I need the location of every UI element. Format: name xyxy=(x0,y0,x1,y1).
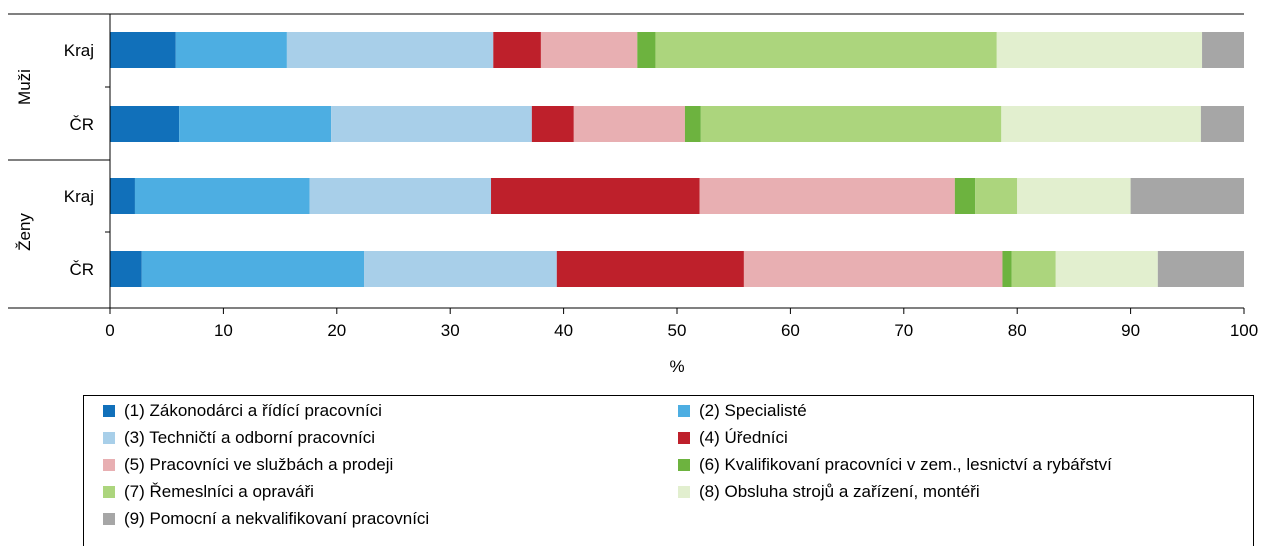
category-label-2: ČR xyxy=(69,115,94,134)
bar-segment-8-row-2 xyxy=(1001,106,1201,142)
legend-label: (3) Techničtí a odborní pracovníci xyxy=(124,428,376,447)
legend-swatch xyxy=(103,486,115,498)
bar-segment-4-row-2 xyxy=(531,106,574,142)
x-tick-label-0: 0 xyxy=(105,321,114,340)
bar-segment-3-row-4 xyxy=(364,251,557,287)
bar-segment-6-row-1 xyxy=(637,32,656,68)
x-tick-label-100: 100 xyxy=(1230,321,1258,340)
bar-segment-9-row-4 xyxy=(1157,251,1244,287)
bar-segment-7-row-3 xyxy=(975,178,1018,214)
group-label-2: Ženy xyxy=(15,213,34,251)
stacked-bar-chart: 0 10 20 30 40 50 60 70 80 90 100% Kraj ČR Kraj ČR Muži Ž… xyxy=(8,13,1258,376)
legend-swatch xyxy=(103,432,115,444)
bar-segment-8-row-3 xyxy=(1017,178,1131,214)
x-tick-label-70: 70 xyxy=(894,321,913,340)
bar-segment-4-row-4 xyxy=(556,251,744,287)
category-label-1: Kraj xyxy=(64,41,94,60)
legend-swatch xyxy=(678,459,690,471)
x-tick-label-40: 40 xyxy=(554,321,573,340)
bar-segment-2-row-4 xyxy=(141,251,365,287)
legend-label: (2) Specialisté xyxy=(699,401,807,420)
bar-segment-2-row-3 xyxy=(134,178,310,214)
bar-segment-3-row-1 xyxy=(286,32,494,68)
bar-segment-6-row-3 xyxy=(954,178,976,214)
bar-segment-9-row-1 xyxy=(1202,32,1244,68)
bar-segment-1-row-1 xyxy=(110,32,176,68)
bar-segment-8-row-1 xyxy=(996,32,1203,68)
bar-segment-1-row-4 xyxy=(110,251,142,287)
legend-swatch xyxy=(103,405,115,417)
legend-label: (8) Obsluha strojů a zařízení, montéři xyxy=(699,482,980,501)
bar-segment-1-row-2 xyxy=(110,106,180,142)
legend-item-9: (9) Pomocní a nekvalifikovaní pracovníci xyxy=(103,508,429,530)
legend-item-1: (1) Zákonodárci a řídící pracovníci xyxy=(103,400,382,422)
legend-label: (9) Pomocní a nekvalifikovaní pracovníci xyxy=(124,509,430,528)
x-tick-label-30: 30 xyxy=(441,321,460,340)
legend-swatch xyxy=(103,513,115,525)
legend-swatch xyxy=(678,405,690,417)
x-tick-label-80: 80 xyxy=(1008,321,1027,340)
bar-segment-3-row-3 xyxy=(309,178,492,214)
bars-layer xyxy=(110,32,1244,287)
legend-item-5: (5) Pracovníci ve službách a prodeji xyxy=(103,454,393,476)
category-label-4: ČR xyxy=(69,260,94,279)
bar-segment-7-row-2 xyxy=(700,106,1002,142)
legend-item-6: (6) Kvalifikovaní pracovníci v zem., les… xyxy=(678,454,1112,476)
legend-swatch xyxy=(678,432,690,444)
axes-layer: 0 10 20 30 40 50 60 70 80 90 100% Kraj ČR Kraj ČR Muži Ž… xyxy=(8,13,1258,376)
x-tick-label-10: 10 xyxy=(214,321,233,340)
legend-swatch xyxy=(103,459,115,471)
legend-item-2: (2) Specialisté xyxy=(678,400,807,422)
category-label-3: Kraj xyxy=(64,187,94,206)
legend-label: (4) Úředníci xyxy=(699,428,788,447)
bar-segment-5-row-1 xyxy=(540,32,638,68)
legend-item-8: (8) Obsluha strojů a zařízení, montéři xyxy=(678,481,980,503)
bar-segment-8-row-4 xyxy=(1055,251,1158,287)
bar-segment-4-row-1 xyxy=(493,32,541,68)
bar-segment-4-row-3 xyxy=(491,178,700,214)
group-label-1: Muži xyxy=(15,69,34,105)
bar-segment-7-row-4 xyxy=(1011,251,1056,287)
bar-segment-2-row-2 xyxy=(179,106,332,142)
x-tick-label-90: 90 xyxy=(1121,321,1140,340)
x-axis-label: % xyxy=(669,357,684,376)
legend-item-4: (4) Úředníci xyxy=(678,427,788,449)
bar-segment-5-row-3 xyxy=(699,178,955,214)
bar-segment-5-row-2 xyxy=(573,106,685,142)
bar-segment-7-row-1 xyxy=(655,32,997,68)
bar-segment-9-row-3 xyxy=(1130,178,1244,214)
legend-item-3: (3) Techničtí a odborní pracovníci xyxy=(103,427,375,449)
bar-segment-3-row-2 xyxy=(331,106,532,142)
x-tick-label-60: 60 xyxy=(781,321,800,340)
legend-label: (1) Zákonodárci a řídící pracovníci xyxy=(124,401,382,420)
bar-segment-5-row-4 xyxy=(743,251,1003,287)
bar-segment-9-row-2 xyxy=(1200,106,1244,142)
bar-segment-2-row-1 xyxy=(175,32,287,68)
legend-label: (7) Řemeslníci a opraváři xyxy=(124,482,314,501)
legend: (1) Zákonodárci a řídící pracovníci (2) S… xyxy=(83,395,1254,546)
x-tick-label-20: 20 xyxy=(327,321,346,340)
legend-item-7: (7) Řemeslníci a opraváři xyxy=(103,481,314,503)
bar-segment-6-row-4 xyxy=(1002,251,1012,287)
legend-label: (6) Kvalifikovaní pracovníci v zem., les… xyxy=(699,455,1112,474)
legend-label: (5) Pracovníci ve službách a prodeji xyxy=(124,455,394,474)
legend-swatch xyxy=(678,486,690,498)
bar-segment-1-row-3 xyxy=(110,178,135,214)
bar-segment-6-row-2 xyxy=(684,106,701,142)
x-tick-label-50: 50 xyxy=(668,321,687,340)
